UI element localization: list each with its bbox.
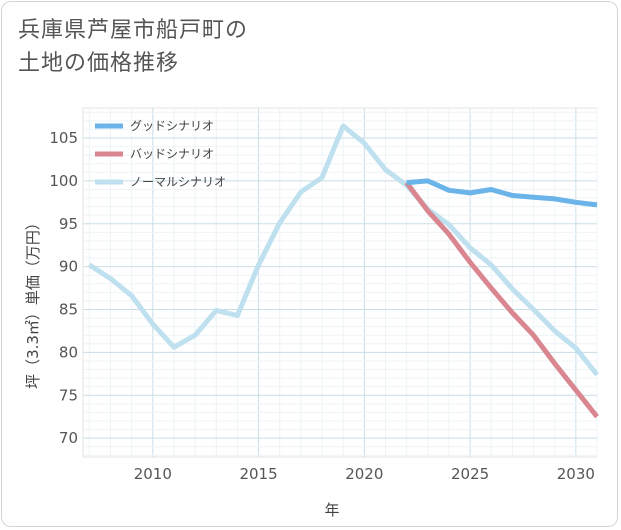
series-line-1	[404, 181, 599, 419]
x-axis-title: 年	[324, 501, 339, 519]
y-tick-label: 80	[59, 343, 78, 361]
y-tick-label: 85	[59, 301, 78, 319]
y-tick-label: 70	[59, 429, 78, 447]
chart-title: 兵庫県芦屋市船戸町の 土地の価格推移	[18, 14, 248, 80]
series-line-0	[406, 178, 598, 208]
y-tick-label: 95	[59, 215, 78, 233]
legend-label-2[interactable]: ノーマルシナリオ	[130, 175, 226, 189]
grid-lines	[82, 107, 598, 458]
legend-label-1[interactable]: バッドシナリオ	[130, 147, 214, 161]
tick-labels: 2010 2015 2020 2025 2030 70 75 80 85 90 95 100 105	[49, 129, 595, 483]
x-tick-label: 2025	[451, 465, 489, 483]
x-tick-label: 2020	[345, 465, 383, 483]
y-tick-label: 100	[49, 172, 78, 190]
y-tick-label: 75	[59, 386, 78, 404]
title-line-1: 兵庫県芦屋市船戸町の	[18, 18, 249, 43]
series-line-2	[87, 123, 599, 377]
x-tick-label: 2030	[557, 465, 595, 483]
y-axis-title: 坪（3.3㎡）単価（万円）	[24, 215, 42, 389]
y-tick-label: 105	[49, 129, 78, 147]
title-line-2: 土地の価格推移	[18, 51, 180, 76]
series-layer	[87, 123, 599, 419]
y-tick-label: 90	[59, 258, 78, 276]
x-tick-label: 2015	[239, 465, 277, 483]
x-tick-label: 2010	[134, 465, 172, 483]
legend-label-0[interactable]: グッドシナリオ	[130, 119, 214, 133]
